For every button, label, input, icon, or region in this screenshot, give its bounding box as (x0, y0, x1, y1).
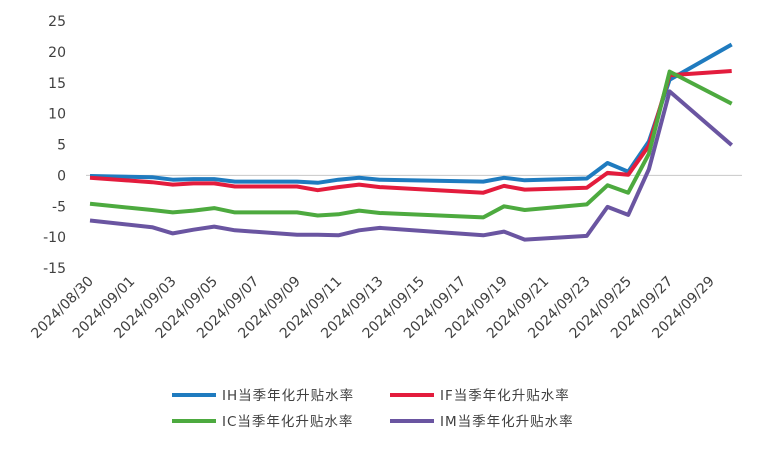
y-tick-label: 20 (48, 45, 66, 61)
y-tick-label: 10 (48, 107, 66, 123)
legend: IH当季年化升贴水率 IF当季年化升贴水率 IC当季年化升贴水率 IM当季年化升贴水率 (172, 387, 574, 430)
legend-label: IH当季年化升贴水率 (222, 387, 354, 404)
y-tick-label: -5 (52, 199, 66, 215)
y-tick-label: 0 (57, 168, 66, 184)
legend-label: IF当季年化升贴水率 (440, 387, 570, 404)
x-axis-ticks: 2024/08/302024/09/012024/09/032024/09/05… (28, 274, 717, 342)
y-axis-ticks: -15 -10 -5 0 5 10 15 20 25 (43, 14, 66, 277)
series-line-3 (89, 89, 734, 242)
y-tick-label: -15 (43, 261, 66, 277)
y-tick-label: 5 (57, 138, 66, 154)
legend-label: IC当季年化升贴水率 (222, 413, 353, 430)
series-line-2 (89, 69, 733, 220)
y-tick-label: 15 (48, 76, 66, 92)
series-line-1 (89, 69, 732, 195)
y-tick-label: 25 (48, 14, 66, 30)
y-tick-label: -10 (43, 230, 66, 246)
legend-label: IM当季年化升贴水率 (440, 413, 574, 430)
series-lines (89, 42, 734, 242)
series-line-0 (89, 42, 733, 185)
